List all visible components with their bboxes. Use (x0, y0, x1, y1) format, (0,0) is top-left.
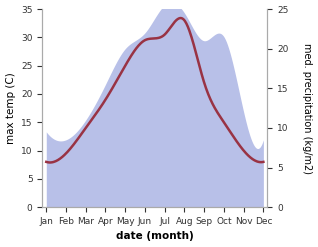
Y-axis label: med. precipitation (kg/m2): med. precipitation (kg/m2) (302, 43, 313, 174)
Y-axis label: max temp (C): max temp (C) (5, 72, 16, 144)
X-axis label: date (month): date (month) (116, 231, 194, 242)
